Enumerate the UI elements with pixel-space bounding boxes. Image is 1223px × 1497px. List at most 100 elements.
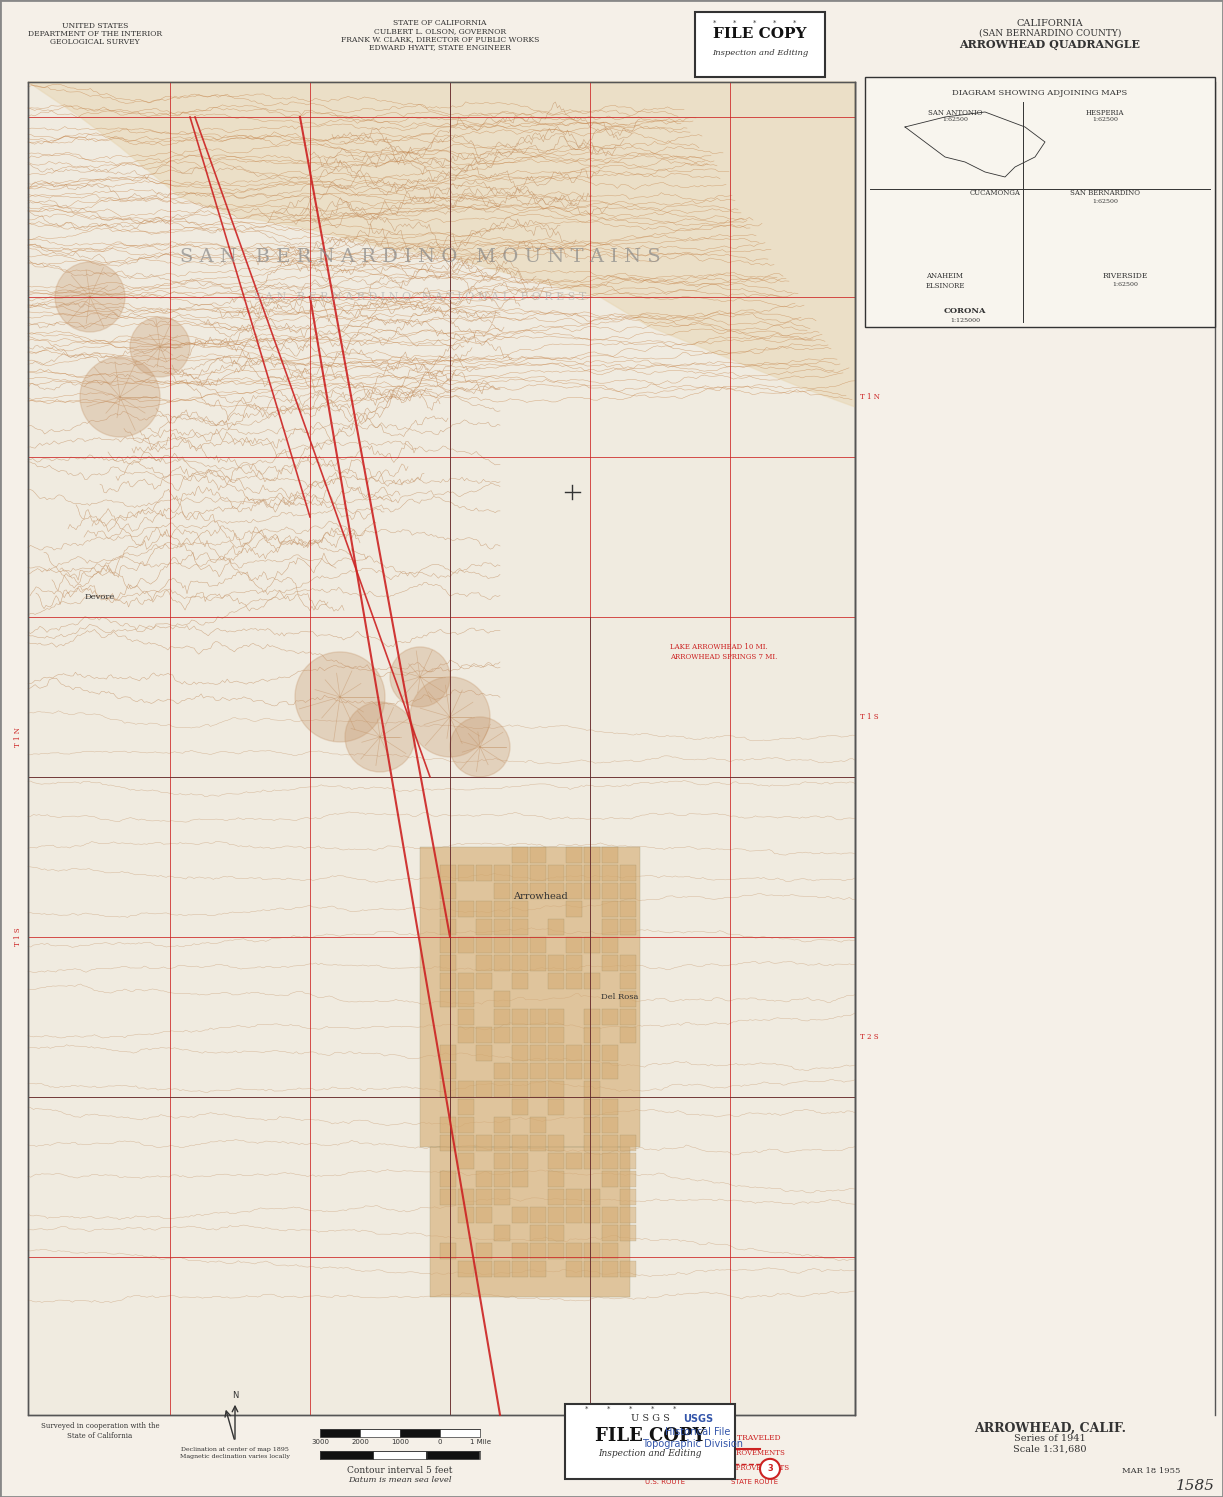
Text: T 2 S: T 2 S [860,1033,878,1040]
Text: *: * [794,19,796,25]
Text: *: * [674,1406,676,1412]
Bar [602,937,618,954]
Text: Historical File: Historical File [665,1427,730,1437]
Bar [512,1009,528,1025]
Text: 0: 0 [438,1439,443,1445]
Bar [494,1171,510,1187]
Bar [566,1189,582,1205]
Bar [548,1027,564,1043]
Text: 1:125000: 1:125000 [950,317,980,323]
Text: State of California: State of California [67,1431,132,1440]
Text: 1 Mile: 1 Mile [470,1439,490,1445]
Bar [548,1081,564,1097]
Bar [457,1135,475,1151]
Text: FILE COPY: FILE COPY [713,27,807,40]
Circle shape [55,262,125,332]
Bar [585,973,600,990]
Bar [602,1063,618,1079]
Text: T 1 N: T 1 N [860,394,879,401]
Bar [602,1153,618,1169]
Circle shape [79,356,160,437]
Bar [566,901,582,918]
Bar [602,883,618,898]
Circle shape [410,677,490,757]
Bar [494,1009,510,1025]
Bar [602,1225,618,1241]
Text: *: * [630,1406,632,1412]
Text: ANAHEIM: ANAHEIM [927,272,964,280]
Text: 21: 21 [684,1464,696,1473]
Bar [476,973,492,990]
Bar [512,955,528,972]
Bar [512,1081,528,1097]
Bar [476,955,492,972]
Bar [620,1153,636,1169]
Bar [476,1171,492,1187]
Text: LAKE ARROWHEAD 10 MI.: LAKE ARROWHEAD 10 MI. [670,642,768,651]
Bar [440,1063,456,1079]
Bar [440,991,456,1007]
Bar [476,919,492,936]
Text: SAN BERNARDINO: SAN BERNARDINO [1070,189,1140,198]
Polygon shape [28,82,855,407]
Bar [695,12,826,76]
Bar [548,1063,564,1079]
Text: CALIFORNIA: CALIFORNIA [1016,19,1084,28]
Bar [494,937,510,954]
Bar [512,973,528,990]
Bar [512,883,528,898]
Text: ARROWHEAD, CALIF.: ARROWHEAD, CALIF. [974,1422,1126,1434]
Bar [548,1009,564,1025]
Bar [476,1135,492,1151]
Bar [440,901,456,918]
Text: *: * [713,19,717,25]
Text: Magnetic declination varies locally: Magnetic declination varies locally [180,1454,290,1460]
Bar [585,883,600,898]
Circle shape [130,317,190,377]
Bar [476,865,492,880]
Bar [494,1027,510,1043]
Bar [512,901,528,918]
Text: STATE OF CALIFORNIA: STATE OF CALIFORNIA [394,19,487,27]
Bar [620,991,636,1007]
Text: ARROWHEAD SPRINGS 7 MI.: ARROWHEAD SPRINGS 7 MI. [670,653,778,662]
Bar [426,1451,479,1460]
Bar [476,1081,492,1097]
Bar [620,883,636,898]
Bar [566,1063,582,1079]
Bar [620,919,636,936]
Text: Topographic Division: Topographic Division [642,1439,744,1449]
Bar [476,937,492,954]
Text: 1:62500: 1:62500 [1092,117,1118,121]
Text: 2000: 2000 [351,1439,369,1445]
Text: ARROWHEAD QUADRANGLE: ARROWHEAD QUADRANGLE [960,39,1141,49]
Bar [320,1451,373,1460]
Bar [530,1135,545,1151]
Bar [585,1135,600,1151]
Bar [494,1189,510,1205]
Text: *: * [608,1406,610,1412]
Bar [585,1081,600,1097]
Bar [585,1117,600,1133]
Bar [865,76,1214,326]
Bar [565,1404,735,1479]
Text: Series of 1941: Series of 1941 [1014,1434,1086,1443]
Text: LOOSE SURFACE IMPROVEMENTS: LOOSE SURFACE IMPROVEMENTS [660,1464,789,1472]
Bar [494,955,510,972]
Bar [457,1260,475,1277]
Text: STATE ROUTE: STATE ROUTE [731,1479,779,1485]
Text: Declination at center of map 1895: Declination at center of map 1895 [181,1448,289,1452]
Bar [457,1153,475,1169]
Bar [440,883,456,898]
Bar [512,1027,528,1043]
Bar [602,1207,618,1223]
Circle shape [390,647,450,707]
Bar [530,1243,545,1259]
Bar [530,1027,545,1043]
Bar [512,1063,528,1079]
Text: 1000: 1000 [391,1439,408,1445]
Text: U.S. ROUTE: U.S. ROUTE [645,1479,685,1485]
Bar [457,1189,475,1205]
Text: 1585: 1585 [1175,1479,1214,1493]
Text: *: * [773,19,777,25]
